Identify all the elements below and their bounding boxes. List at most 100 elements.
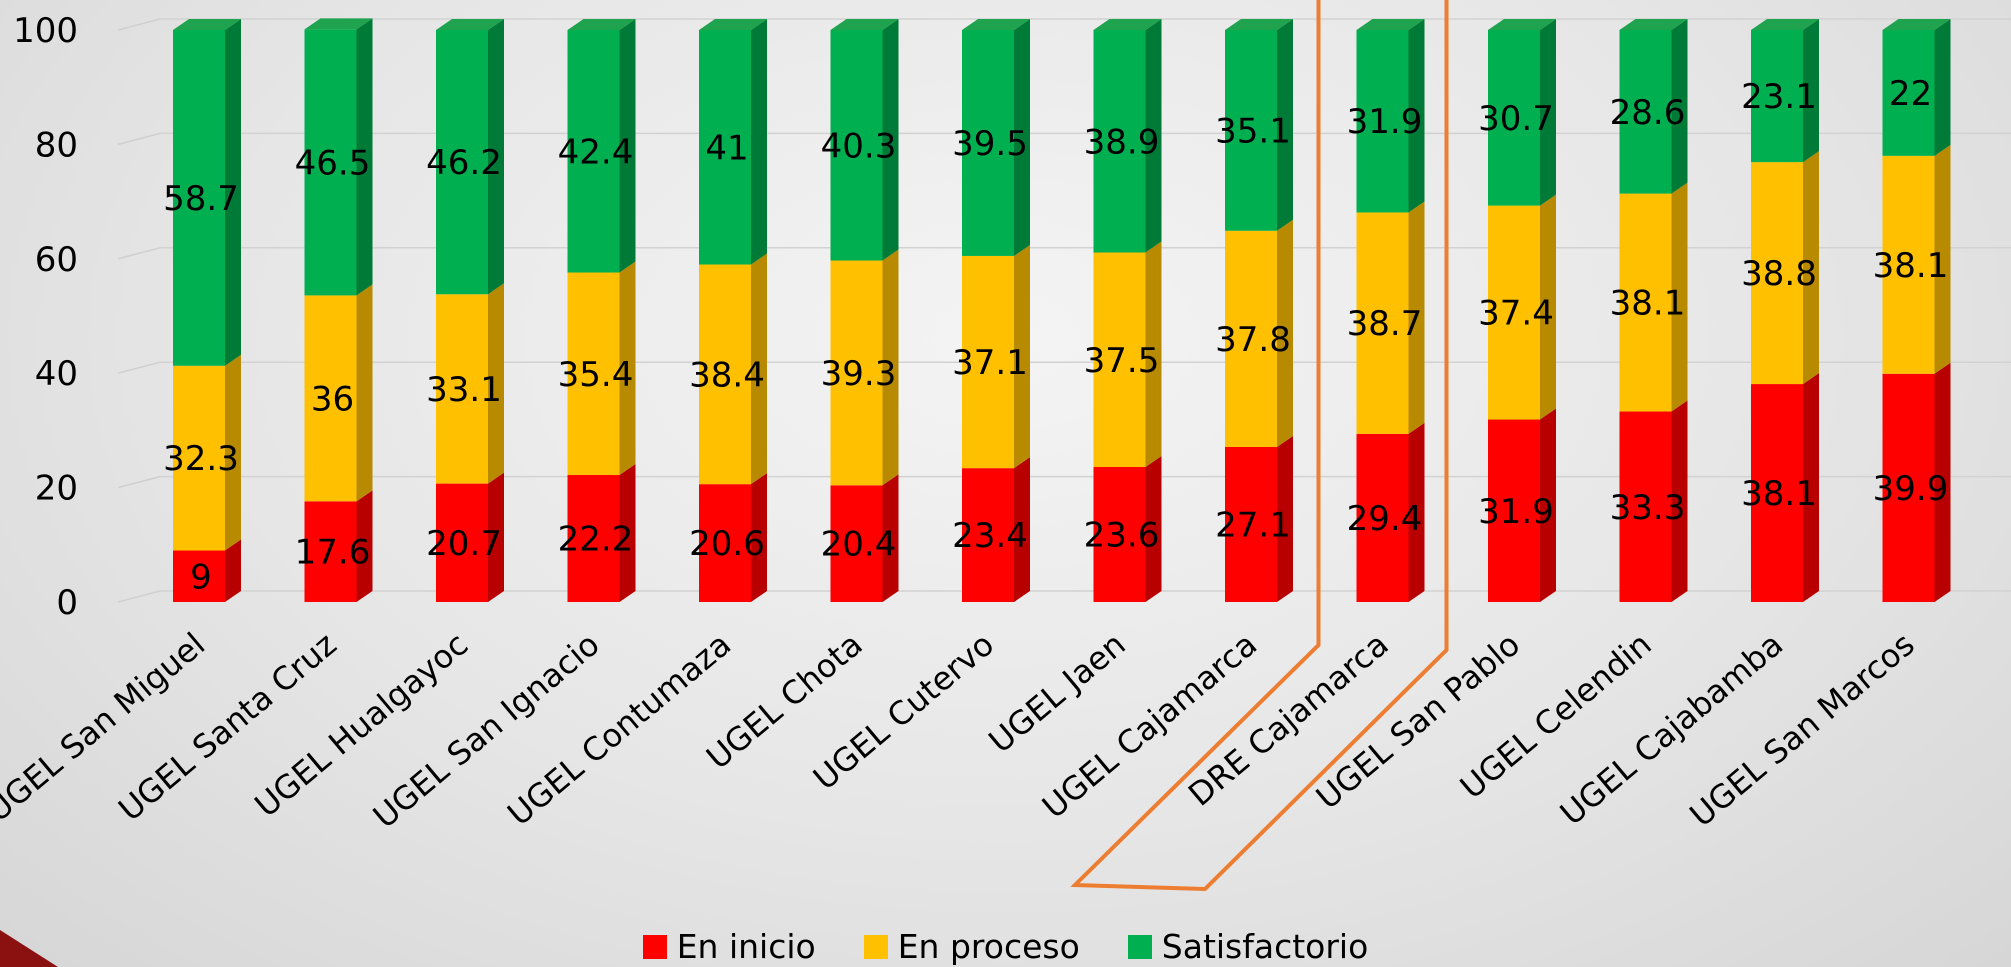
bar-segment	[1488, 205, 1540, 420]
data-label: 37.5	[1084, 341, 1160, 381]
bar-side	[1934, 144, 1951, 374]
bar-side	[619, 464, 636, 602]
bar-segment	[304, 29, 357, 296]
bar-segment	[962, 255, 1014, 469]
legend-label: En proceso	[897, 927, 1080, 966]
bar-segment	[830, 30, 883, 261]
data-label: 39.9	[1873, 469, 1949, 509]
bar-stack	[567, 19, 636, 602]
data-label: 22	[1889, 74, 1932, 114]
bar-top	[1751, 19, 1819, 30]
data-label: 23.6	[1084, 516, 1160, 556]
bar-top	[436, 19, 504, 30]
bar-segment	[1356, 30, 1409, 213]
category-label: UGEL Hualgayoc	[247, 625, 475, 825]
legend-item-en-inicio: En inicio	[642, 927, 816, 966]
category-label: UGEL Cajabamba	[1553, 625, 1790, 833]
data-label: 37.8	[1215, 320, 1291, 360]
bar-side	[356, 284, 373, 502]
data-label: 37.1	[952, 343, 1028, 383]
gridline	[117, 132, 161, 146]
legend: En inicio En proceso Satisfactorio	[0, 927, 2011, 966]
bar-top	[962, 19, 1030, 30]
bar-stack	[1751, 19, 1819, 602]
data-label: 38.1	[1610, 284, 1686, 324]
data-label: 40.3	[821, 126, 897, 166]
legend-item-en-proceso: En proceso	[863, 927, 1080, 966]
bar-stack	[1488, 19, 1556, 602]
category-label: UGEL San Miguel	[0, 625, 212, 829]
bar-side	[1277, 19, 1293, 231]
data-label: 29.4	[1347, 499, 1423, 539]
bar-segment	[567, 475, 620, 602]
bar-stack	[304, 18, 373, 602]
bar-segment	[1225, 30, 1277, 231]
bar-top	[699, 19, 767, 30]
data-label: 38.1	[1741, 474, 1817, 514]
bar-side	[1803, 151, 1819, 385]
data-label: 38.7	[1347, 304, 1423, 344]
y-axis: 0 20 40 60 80 100	[13, 11, 78, 623]
data-label: 32.3	[163, 439, 239, 479]
bar-side	[488, 472, 504, 602]
bar-stack	[436, 19, 504, 602]
bar-side	[1803, 373, 1819, 602]
data-label: 20.4	[821, 525, 897, 565]
bar-segment	[962, 468, 1014, 602]
bar-segment	[1751, 162, 1803, 385]
data-label: 28.6	[1610, 93, 1686, 133]
bar-side	[1277, 219, 1293, 447]
y-tick-label: 0	[56, 583, 78, 623]
bar-side	[1540, 408, 1556, 602]
bar-segment	[1093, 252, 1146, 468]
bar-top	[567, 19, 636, 30]
bar-segment	[830, 485, 883, 602]
bar-side	[1540, 194, 1556, 420]
bar-segment	[436, 30, 488, 295]
bar-side	[751, 473, 767, 602]
data-label: 35.4	[558, 355, 634, 395]
bar-segment	[436, 294, 488, 484]
data-label: 46.2	[426, 143, 502, 183]
data-label: 35.1	[1215, 111, 1291, 151]
bar-segment	[1093, 30, 1146, 253]
bar-segment	[1882, 373, 1935, 602]
bars: 9 32.3 58.7 17.6 36 46.5 20.7 33.1 46.2 22.2 35.4 4…	[163, 18, 1951, 602]
data-label: 20.7	[426, 524, 502, 564]
bar-side	[488, 19, 504, 295]
bar-segment	[962, 30, 1014, 256]
bar-side	[882, 19, 899, 261]
bar-top	[1356, 19, 1425, 30]
bar-segment	[1882, 30, 1935, 156]
bar-segment	[1751, 384, 1803, 602]
data-label: 30.7	[1478, 99, 1554, 139]
bar-stack	[1619, 19, 1688, 602]
gridline	[117, 475, 161, 489]
bar-side	[1540, 19, 1556, 206]
highlight-bracket	[1070, 0, 1449, 892]
bar-side	[1145, 241, 1162, 468]
data-label: 37.4	[1478, 294, 1554, 334]
bar-top	[1093, 19, 1162, 30]
data-labels: 9 32.3 58.7 17.6 36 46.5 20.7 33.1 46.2 22.2 35.4 4…	[163, 74, 1948, 597]
data-label: 22.2	[558, 520, 634, 560]
data-label: 39.3	[821, 354, 897, 394]
bar-top	[1488, 19, 1556, 30]
bar-side	[356, 18, 373, 296]
bar-segment	[304, 501, 357, 602]
legend-label: Satisfactorio	[1161, 927, 1369, 966]
bar-side	[882, 474, 899, 602]
bar-side	[1671, 19, 1688, 194]
bar-side	[1014, 19, 1030, 256]
bar-top	[1619, 19, 1688, 30]
bar-segment	[567, 272, 620, 476]
bar-stack	[830, 19, 899, 602]
legend-swatch	[642, 934, 667, 959]
bar-side	[225, 539, 241, 602]
bar-side	[751, 19, 767, 265]
y-tick-label: 80	[35, 125, 78, 165]
bar-segment	[1882, 155, 1935, 374]
bar-segment	[436, 483, 488, 602]
legend-swatch	[863, 934, 888, 959]
